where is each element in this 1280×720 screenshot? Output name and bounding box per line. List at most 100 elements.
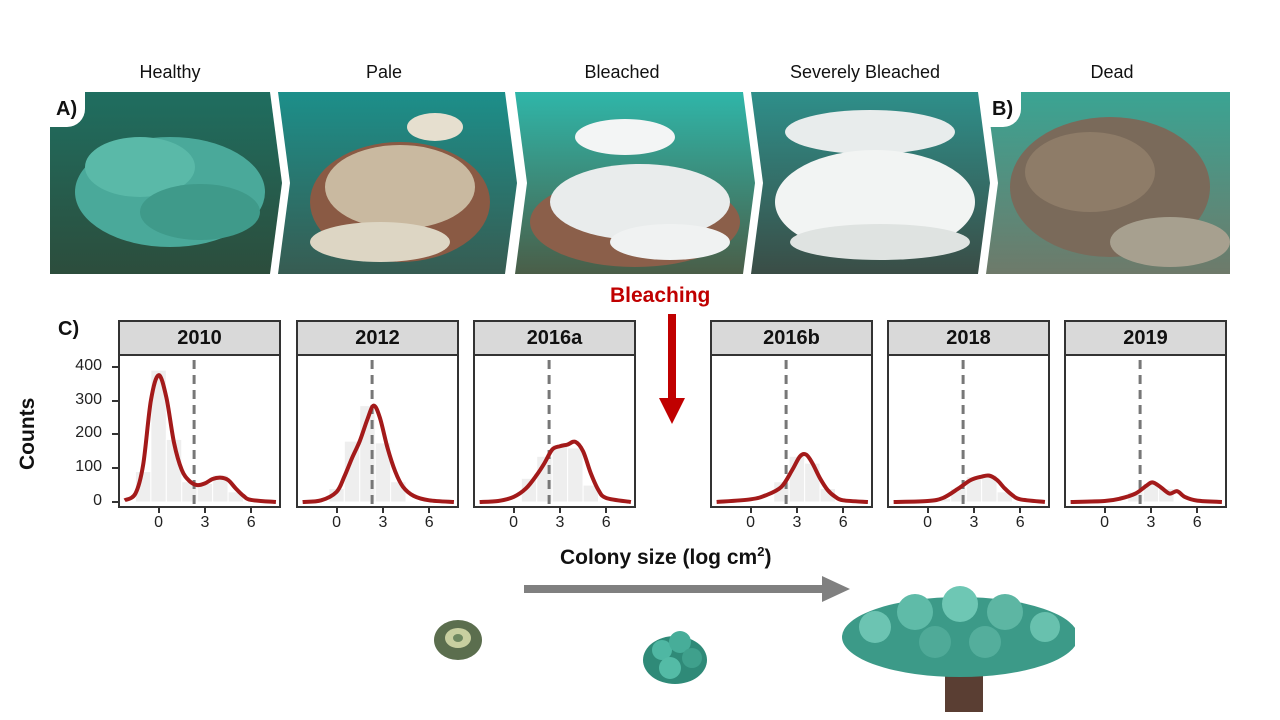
x-tick-label: 3 [1146,514,1156,531]
histogram-bar [567,447,584,503]
histogram-bar [150,369,167,503]
y-axis-label: Counts [16,397,39,470]
large-colony-illustration [842,586,1075,712]
panel-tag-a: A) [50,92,86,127]
y-tick-mark [112,433,118,436]
facet-strip-label: 2018 [887,320,1050,356]
x-tick-label: 6 [1192,514,1202,531]
x-tick-label: 3 [969,514,979,531]
x-tick-label: 0 [154,514,164,531]
facet-plot-area [710,356,873,508]
small-colony-illustration [434,620,482,660]
facet-plot-area [118,356,281,508]
x-tick-mark [1196,508,1199,513]
facet-2019: 2019 [1064,320,1227,508]
facet-svg [479,360,632,504]
y-tick-label: 200 [75,424,102,442]
panel-tag-c: C) [58,318,80,340]
x-tick-mark [1103,508,1106,513]
medium-colony-illustration [643,631,707,684]
stage-label-pale: Pale [365,62,403,82]
x-tick-mark [157,508,160,513]
y-tick-label: 0 [93,492,102,509]
y-tick-label: 100 [75,458,102,476]
x-axis-label-superscript: 2 [757,544,765,559]
y-tick-mark [112,365,118,368]
histogram-bar [551,444,569,503]
density-curve [302,403,455,504]
x-tick-label: 6 [1015,514,1025,531]
x-tick-label: 3 [200,514,210,531]
facet-strip-label: 2010 [118,320,281,356]
photo-pale [278,92,517,274]
x-tick-mark [926,508,929,513]
facet-2016a: 2016a [473,320,636,508]
y-tick-mark [112,501,118,503]
x-axis-label: Colony size (log cm2) [560,544,771,570]
histogram-bar [804,462,821,503]
facet-svg [893,360,1046,504]
facet-2010: 2010 [118,320,281,508]
density-curve [479,439,632,504]
x-tick-mark [250,508,253,513]
stage-label-severely-bleached: Severely Bleached [789,62,941,82]
bleaching-arrow [659,314,685,424]
histogram-bar [212,474,229,503]
facet-plot-area [296,356,459,508]
panel-tag-b: B) [986,92,1022,127]
facet-svg [716,360,869,504]
x-tick-label: 0 [923,514,933,531]
facet-strip-label: 2016b [710,320,873,356]
x-tick-mark [605,508,608,513]
facet-strip-label: 2019 [1064,320,1227,356]
stage-label-bleached: Bleached [584,62,660,82]
x-tick-label: 0 [746,514,756,531]
x-tick-label: 6 [601,514,611,531]
x-axis-label-text: Colony size (log cm [560,546,758,569]
facet-plot-area [887,356,1050,508]
bleaching-label: Bleaching [610,284,711,307]
photo-bleached [515,92,755,274]
x-tick-mark [1019,508,1022,513]
histogram-bar [374,442,392,503]
facet-2018: 2018 [887,320,1050,508]
x-tick-mark [972,508,975,513]
y-tick-mark [112,399,118,402]
x-tick-label: 0 [1100,514,1110,531]
coral-photos [50,92,1230,274]
x-tick-label: 3 [792,514,802,531]
facet-svg [302,360,455,504]
density-curve [123,373,277,504]
y-tick-label: 300 [75,390,102,408]
coral-photo-strip [50,92,1230,274]
stage-label-dead: Dead [1090,62,1134,82]
colony-size-arrow [524,576,850,602]
facet-svg [123,360,277,504]
facet-plot-area [1064,356,1227,508]
x-tick-mark [842,508,845,513]
x-tick-label: 3 [555,514,565,531]
x-tick-mark [1149,508,1152,513]
density-curve [893,473,1046,504]
x-axis-label-end: ) [764,546,772,569]
x-tick-mark [203,508,206,513]
x-tick-mark [428,508,431,513]
facet-svg [1070,360,1223,504]
x-tick-mark [558,508,561,513]
photo-severely-bleached [751,92,990,274]
x-tick-mark [749,508,752,513]
x-tick-label: 0 [332,514,342,531]
x-tick-label: 6 [246,514,256,531]
stage-label-healthy: Healthy [139,62,201,82]
x-tick-mark [381,508,384,513]
x-tick-mark [795,508,798,513]
photo-dead [986,92,1230,274]
facet-2016b: 2016b [710,320,873,508]
facet-2012: 2012 [296,320,459,508]
density-curve [716,452,869,504]
x-tick-label: 6 [838,514,848,531]
facet-plot-area [473,356,636,508]
facet-strip-label: 2012 [296,320,459,356]
x-tick-label: 0 [509,514,519,531]
x-tick-mark [335,508,338,513]
